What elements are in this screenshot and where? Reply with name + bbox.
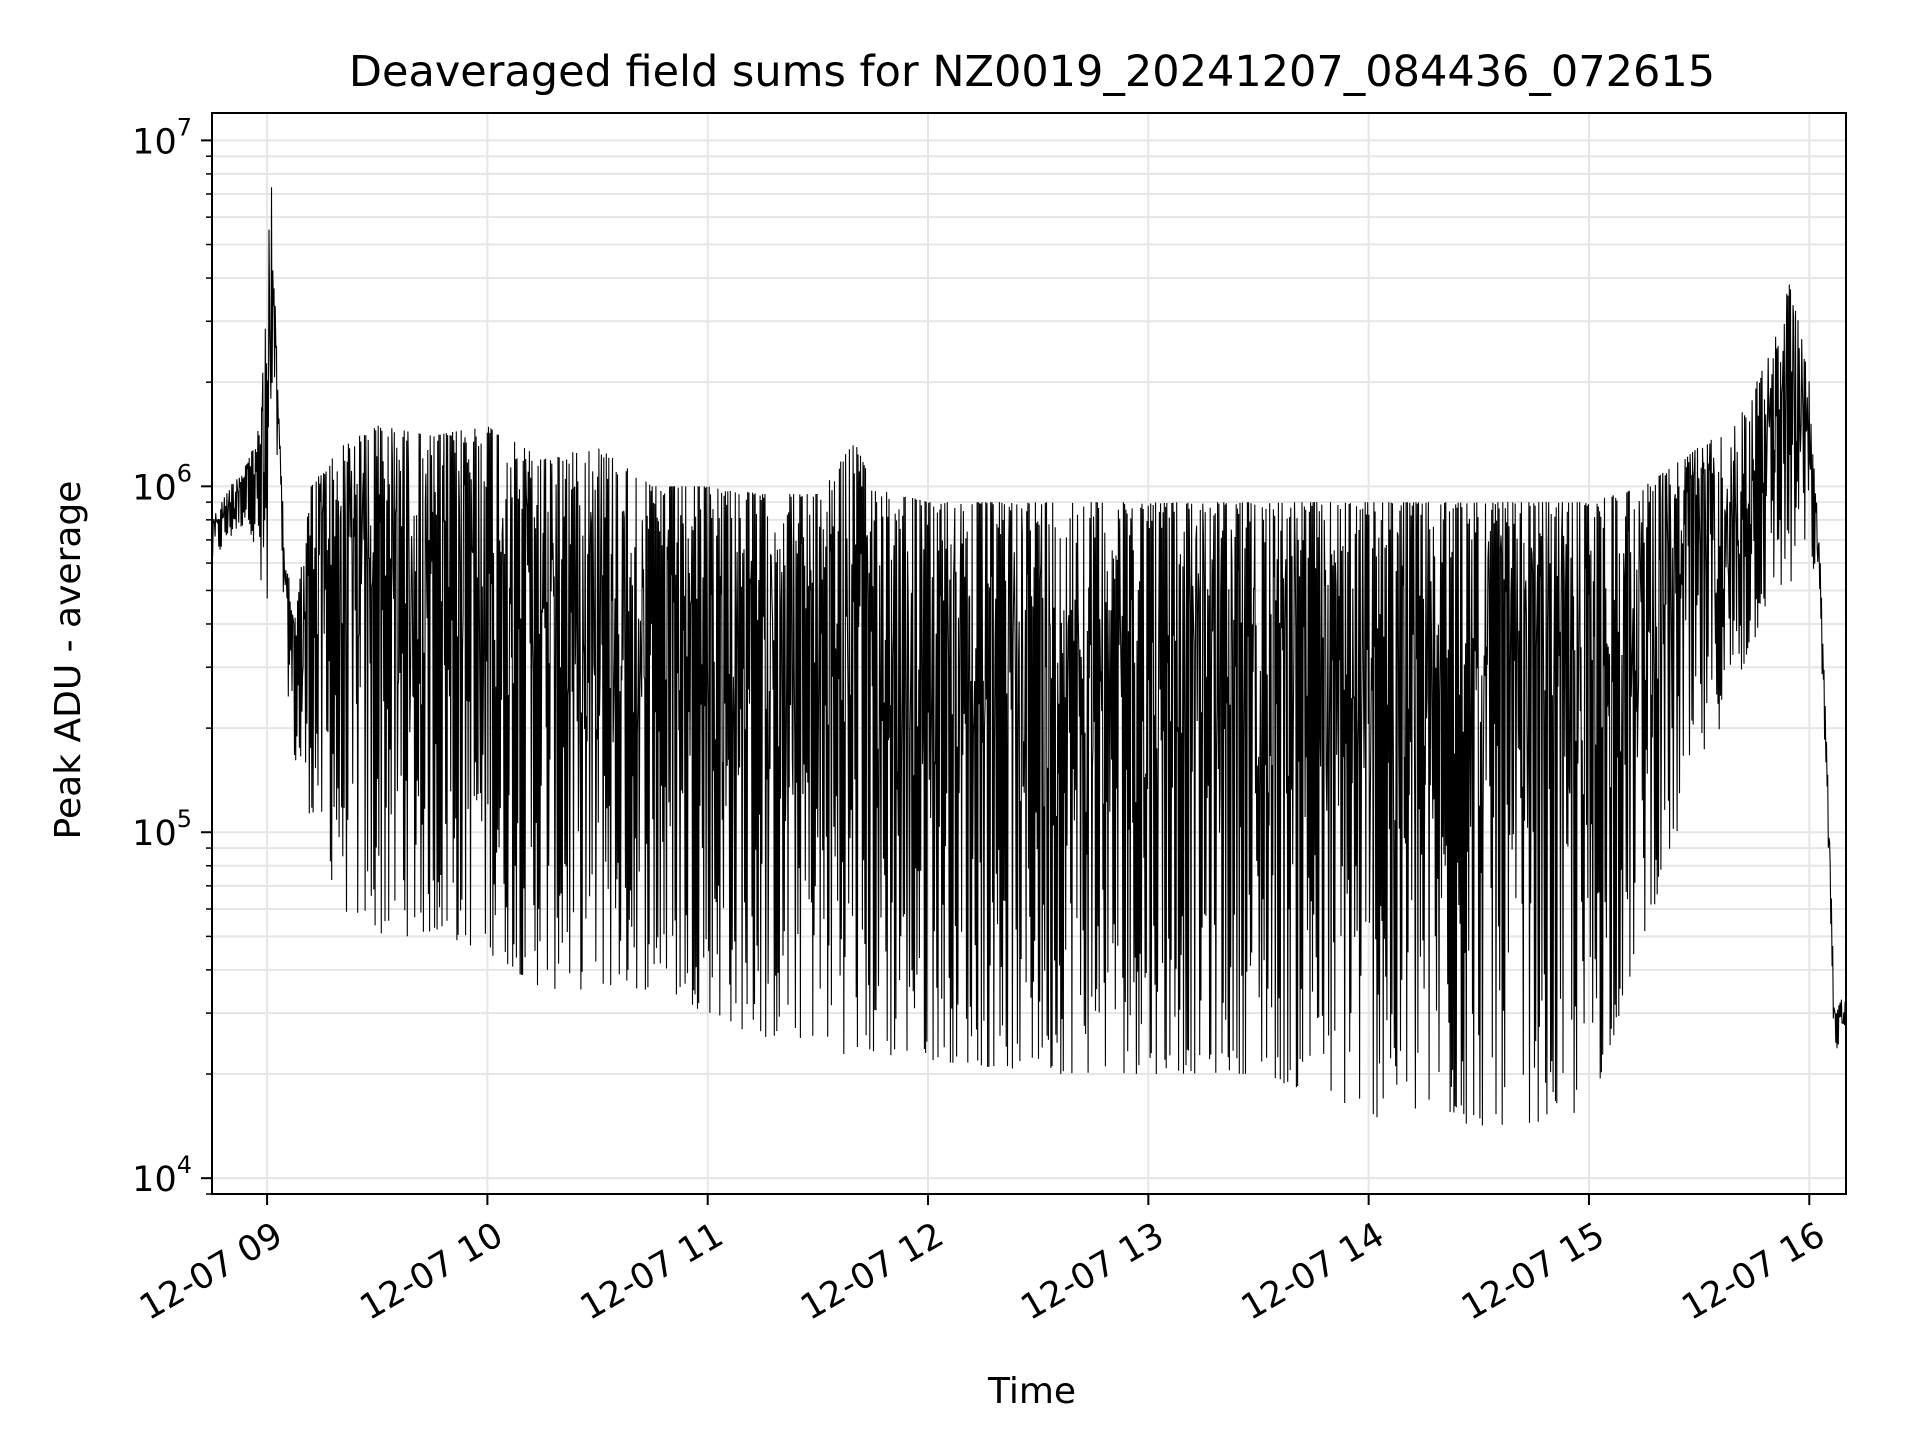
x-tick-label: 12-07 16	[1675, 1215, 1831, 1328]
x-tick-label: 12-07 13	[1015, 1215, 1171, 1328]
x-axis-label: Time	[987, 1371, 1076, 1412]
y-tick-base: 10	[132, 1160, 177, 1200]
x-tick-label: 12-07 10	[354, 1215, 510, 1328]
series-layer	[211, 187, 1847, 1126]
x-tick-label: 12-07 14	[1235, 1215, 1391, 1328]
y-tick-exponent: 6	[177, 459, 192, 487]
y-tick-base: 10	[132, 814, 177, 854]
x-axis: 12-07 09 12-07 10 12-07 11 12-07 12 12-07 13…	[133, 1194, 1832, 1328]
x-tick-label: 12-07 12	[794, 1215, 950, 1328]
y-tick-base: 10	[132, 468, 177, 508]
y-tick-label: 107	[132, 113, 192, 162]
y-tick-exponent: 4	[177, 1151, 192, 1179]
plot-frame	[211, 112, 1847, 1195]
y-tick-label: 105	[132, 805, 192, 854]
y-tick-label: 104	[132, 1151, 192, 1200]
x-tick-label: 12-07 15	[1455, 1215, 1611, 1328]
y-tick-exponent: 5	[177, 805, 192, 833]
chart-title: Deaveraged field sums for NZ0019_2024120…	[349, 47, 1715, 97]
x-tick-label: 12-07 09	[133, 1215, 289, 1328]
y-tick-base: 10	[132, 122, 177, 162]
y-tick-label: 106	[132, 459, 192, 508]
y-axis-label: Peak ADU - average	[48, 481, 89, 840]
series-line	[211, 187, 1847, 1126]
x-tick-label: 12-07 11	[574, 1215, 730, 1328]
y-tick-exponent: 7	[177, 113, 192, 141]
